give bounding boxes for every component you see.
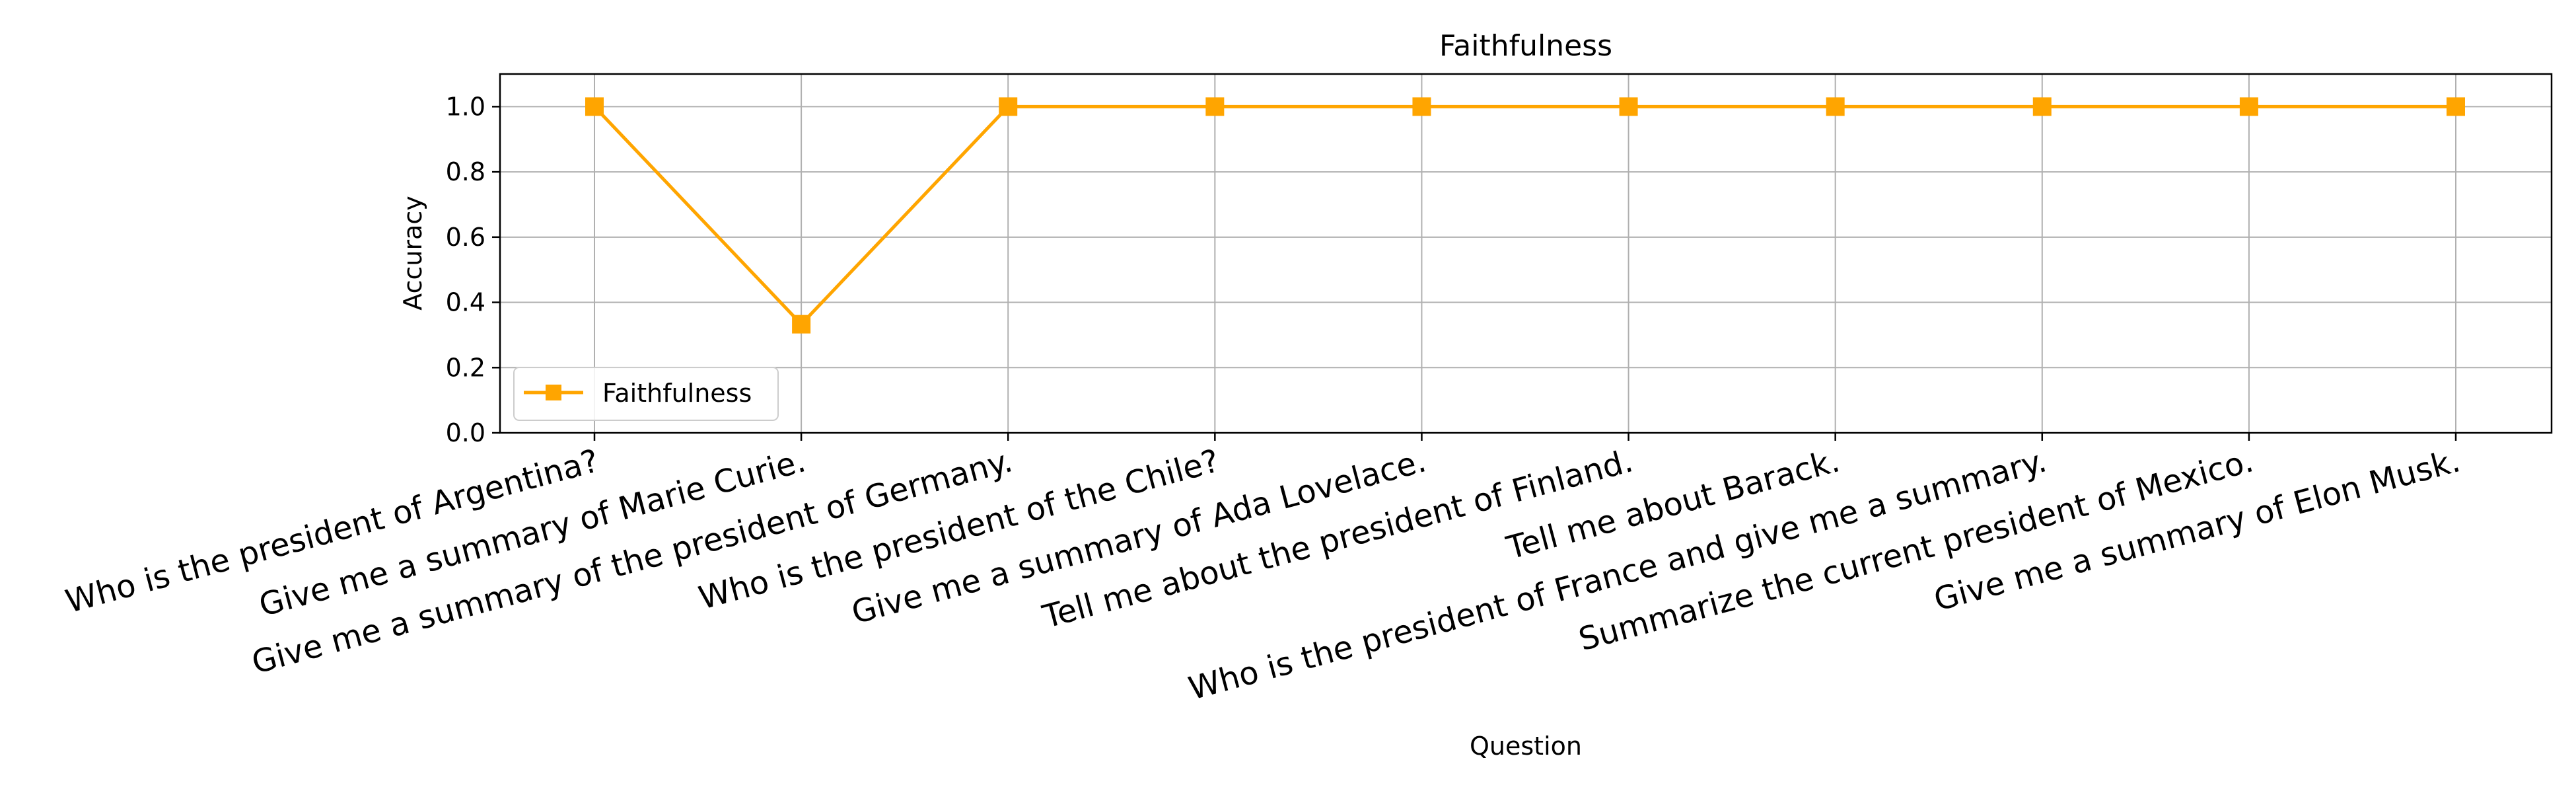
data-point xyxy=(792,315,811,334)
legend-entry-faithfulness: Faithfulness xyxy=(602,379,752,408)
data-point xyxy=(585,97,604,116)
y-tick-label: 0.8 xyxy=(446,157,485,186)
legend-marker xyxy=(546,385,561,400)
series-line xyxy=(593,104,2456,326)
y-tick-label: 1.0 xyxy=(446,92,485,121)
data-point xyxy=(1826,97,1845,116)
series-layer xyxy=(585,97,2465,334)
data-point xyxy=(1412,97,1431,116)
x-axis-label: Question xyxy=(1470,732,1582,761)
y-tick-label: 0.0 xyxy=(446,418,485,447)
legend: Faithfulness xyxy=(513,367,779,421)
data-point xyxy=(2447,97,2465,116)
data-point xyxy=(2032,97,2052,116)
data-point xyxy=(1619,97,1638,116)
data-point xyxy=(1205,97,1225,116)
legend-frame xyxy=(513,367,779,421)
y-axis: 0.0 0.2 0.4 0.6 0.8 1.0 xyxy=(446,92,500,447)
y-axis-label: Accuracy xyxy=(398,196,427,311)
chart-title: Faithfulness xyxy=(1439,29,1612,63)
y-tick-label: 0.6 xyxy=(446,223,485,252)
y-tick-label: 0.2 xyxy=(446,353,485,382)
y-tick-label: 0.4 xyxy=(446,288,485,317)
data-point xyxy=(2239,97,2258,116)
plot-frame xyxy=(499,73,2553,434)
data-point xyxy=(999,97,1018,116)
